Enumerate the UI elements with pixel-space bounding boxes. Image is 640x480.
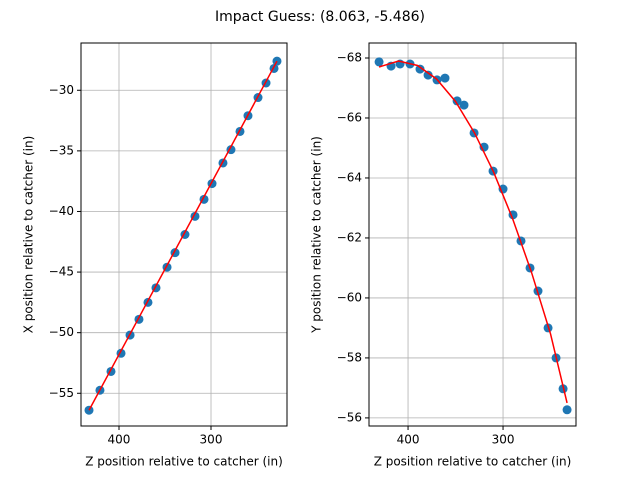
y-tick-label: −64 [337, 170, 362, 184]
y-tick-label: −60 [337, 290, 362, 304]
figure-title: Impact Guess: (8.063, -5.486) [215, 9, 425, 25]
y-tick-label: −66 [337, 110, 362, 124]
x-tick-label: 400 [108, 433, 131, 447]
plot-area [374, 57, 572, 415]
x-tick-label: 300 [200, 433, 223, 447]
x-tick-label: 400 [397, 433, 420, 447]
point [415, 64, 425, 74]
point [272, 56, 282, 66]
y-tick-label: −50 [49, 325, 74, 339]
plot-area [84, 56, 282, 415]
y-tick-label: −68 [337, 50, 362, 64]
axes-frame [80, 42, 288, 427]
x-tick-label: 300 [492, 433, 515, 447]
x-axis-label: Z position relative to catcher (in) [85, 455, 283, 469]
y-tick-label: −62 [337, 230, 362, 244]
x-axis-label: Z position relative to catcher (in) [374, 455, 572, 469]
y-tick-label: −55 [49, 386, 74, 400]
y-axis-label: X position relative to catcher (in) [22, 136, 36, 334]
point [562, 405, 572, 415]
y-tick-label: −58 [337, 350, 362, 364]
point [374, 57, 384, 67]
y-tick-label: −30 [49, 83, 74, 97]
y-tick-label: −35 [49, 143, 74, 157]
y-tick-label: −40 [49, 204, 74, 218]
point [452, 96, 462, 106]
point [459, 100, 469, 110]
y-tick-label: −56 [337, 410, 362, 424]
point [440, 73, 450, 83]
y-axis-label: Y position relative to catcher (in) [310, 136, 324, 334]
point [423, 70, 433, 80]
axes-frame [368, 42, 577, 427]
fit-line [378, 60, 568, 404]
y-tick-label: −45 [49, 265, 74, 279]
fit-line [88, 60, 278, 411]
